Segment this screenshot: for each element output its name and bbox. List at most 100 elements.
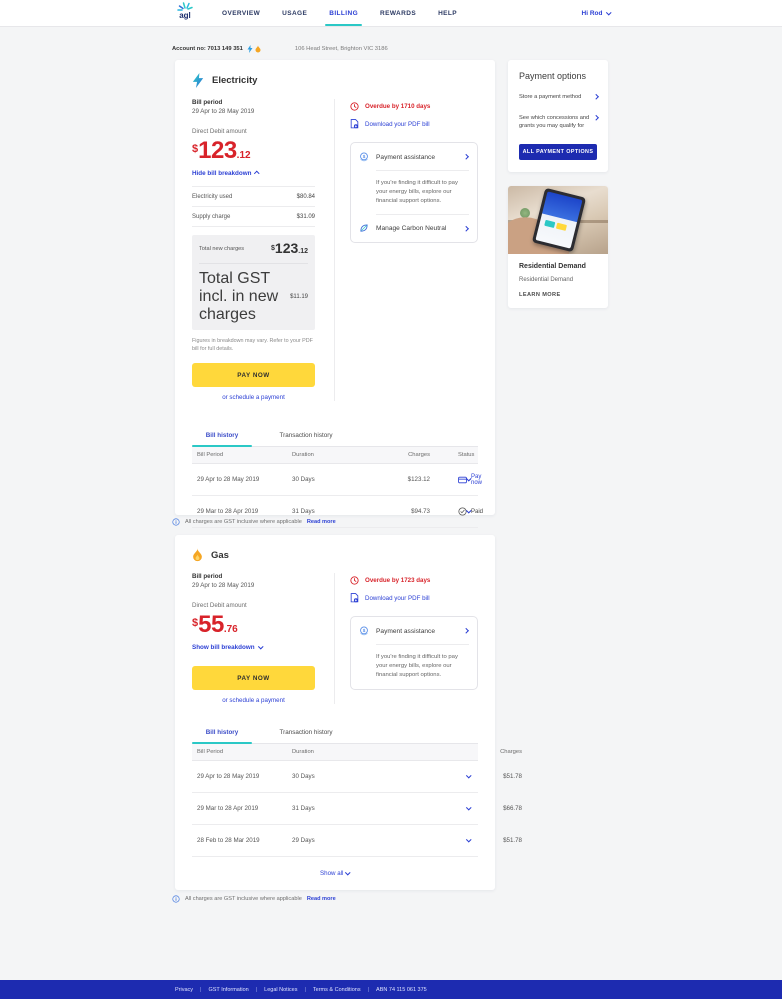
charges-cell: $51.78: [503, 773, 522, 780]
footer-link-terms-conditions[interactable]: Terms & Conditions: [313, 987, 376, 993]
gst-label: Total GST incl. in new charges: [199, 270, 279, 323]
electricity-bill-row[interactable]: 29 Apr to 28 May 2019 30 Days $123.12 Pa…: [192, 464, 482, 497]
toggle-label: Show bill breakdown: [192, 644, 255, 651]
electricity-amount: $123.12: [192, 139, 315, 163]
gas-bill-row[interactable]: 29 Mar to 28 Apr 2019 31 Days $66.78: [192, 793, 522, 825]
top-navigation-bar: agl OVERVIEW USAGE BILLING REWARDS HELP …: [0, 0, 782, 27]
gas-schedule-payment-link[interactable]: or schedule a payment: [222, 697, 285, 704]
chevron-right-icon: [592, 94, 598, 100]
electricity-pay-now-button[interactable]: PAY NOW: [192, 363, 315, 388]
bill-period-label: Bill period: [192, 573, 223, 580]
bill-period-cell: 29 Mar to 28 Apr 2019: [197, 805, 259, 812]
user-menu[interactable]: Hi Rod: [581, 0, 611, 27]
manage-carbon-neutral-row[interactable]: Manage Carbon Neutral: [359, 223, 469, 233]
toggle-label: Hide bill breakdown: [192, 170, 252, 177]
nav-overview[interactable]: OVERVIEW: [222, 10, 261, 17]
download-pdf-link[interactable]: Download your PDF bill: [350, 119, 478, 129]
info-icon: [172, 895, 180, 903]
payment-assistance-row[interactable]: $ Payment assistance: [359, 152, 469, 162]
header-bill-period: Bill Period: [197, 452, 224, 459]
bill-period-cell: 29 Apr to 28 May 2019: [197, 773, 260, 780]
payment-options-card: Payment options Store a payment method S…: [508, 60, 608, 172]
gas-header: Gas: [192, 548, 478, 562]
gas-bill-row[interactable]: 28 Feb to 28 Mar 2019 29 Days $51.78: [192, 825, 522, 857]
gas-history-tabs: Bill history Transaction history: [192, 724, 478, 744]
electricity-summary-column: Bill period 29 Apr to 28 May 2019 Direct…: [192, 99, 315, 401]
bill-period-cell: 29 Mar to 28 Apr 2019: [197, 508, 259, 516]
header-duration: Duration: [292, 749, 314, 755]
download-pdf-link[interactable]: Download your PDF bill: [350, 593, 478, 603]
breakdown-note: Figures in breakdown may vary. Refer to …: [192, 338, 313, 353]
gst-value: $11.19: [290, 294, 308, 300]
footer-link-privacy[interactable]: Privacy: [175, 987, 208, 993]
account-bar: Account no: 7013 149 351 106 Head Street…: [172, 45, 388, 53]
gas-pay-now-button[interactable]: PAY NOW: [192, 666, 315, 690]
amount-currency: $: [192, 143, 199, 155]
tab-bill-history[interactable]: Bill history: [192, 724, 252, 744]
agl-logo[interactable]: agl: [172, 2, 198, 20]
user-menu-label: Hi Rod: [581, 10, 603, 17]
bill-period-cell: 29 Apr to 28 May 2019: [197, 476, 260, 484]
breakdown-row: Supply charge $31.09: [192, 207, 315, 227]
fuel-icons: [247, 45, 261, 53]
electricity-schedule-payment-link[interactable]: or schedule a payment: [222, 394, 285, 402]
chevron-down-icon: [605, 9, 611, 15]
payment-assistance-card: $ Payment assistance If you're finding i…: [350, 616, 478, 691]
footer: Privacy GST Information Legal Notices Te…: [0, 980, 782, 999]
footer-link-legal-notices[interactable]: Legal Notices: [264, 987, 313, 993]
status-pay-now: Pay now: [471, 473, 483, 486]
chevron-up-icon: [254, 171, 260, 176]
breakdown-row: Electricity used $80.84: [192, 186, 315, 207]
store-payment-method-label: Store a payment method: [519, 94, 582, 100]
concessions-grants-link[interactable]: See which concessions and grants you may…: [519, 114, 598, 131]
show-bill-breakdown-toggle[interactable]: Show bill breakdown: [192, 643, 315, 651]
gst-note-text: All charges are GST inclusive where appl…: [185, 519, 302, 525]
promo-subtitle: Residential Demand: [519, 277, 574, 283]
bill-period-value: 29 Apr to 28 May 2019: [192, 108, 255, 115]
overdue-clock-icon: [350, 576, 359, 585]
svg-text:$: $: [363, 628, 366, 633]
store-payment-method-link[interactable]: Store a payment method: [519, 93, 598, 102]
gst-note: All charges are GST inclusive where appl…: [172, 895, 336, 903]
totals-box: Total new charges $123.12 Total GST incl…: [192, 235, 315, 330]
status-paid: Paid: [471, 508, 484, 515]
status-cell: Paid: [458, 507, 483, 516]
duration-cell: 31 Days: [292, 508, 315, 516]
gas-amount: $55.76: [192, 613, 315, 637]
all-payment-options-button[interactable]: ALL PAYMENT OPTIONS: [519, 143, 597, 160]
learn-more-link[interactable]: LEARN MORE: [519, 292, 561, 298]
status-cell[interactable]: Pay now: [458, 474, 482, 486]
footer-link-gst-information[interactable]: GST Information: [208, 987, 264, 993]
nav-rewards[interactable]: REWARDS: [380, 10, 417, 17]
duration-cell: 31 Days: [292, 805, 315, 812]
electricity-bill-row[interactable]: 29 Mar to 28 Apr 2019 31 Days $94.73 Pai…: [192, 496, 483, 529]
nav-help[interactable]: HELP: [438, 10, 458, 17]
download-pdf-label: Download your PDF bill: [365, 120, 430, 128]
payment-assistance-label: Payment assistance: [376, 627, 436, 635]
gst-read-more-link[interactable]: Read more: [306, 896, 336, 902]
tab-transaction-history[interactable]: Transaction history: [279, 729, 333, 736]
footer-abn: ABN 74 115 061 375: [376, 986, 427, 993]
nav-usage[interactable]: USAGE: [282, 10, 308, 17]
payment-assistance-icon: $: [360, 626, 368, 636]
gas-flame-icon: [255, 45, 261, 53]
residential-demand-card: Residential Demand Residential Demand LE…: [508, 186, 608, 308]
duration-cell: 30 Days: [292, 476, 315, 484]
chevron-down-icon: [345, 869, 351, 875]
gas-actions-column: Overdue by 1723 days Download your PDF b…: [334, 573, 478, 704]
gst-read-more-link[interactable]: Read more: [306, 519, 336, 525]
promo-title: Residential Demand: [519, 263, 586, 270]
hide-bill-breakdown-toggle[interactable]: Hide bill breakdown: [192, 170, 315, 177]
header-duration: Duration: [292, 452, 314, 459]
tab-bill-history[interactable]: Bill history: [192, 427, 252, 448]
paid-check-icon: [458, 507, 467, 516]
gas-bill-row[interactable]: 29 Apr to 28 May 2019 30 Days $51.78: [192, 761, 522, 793]
nav-billing[interactable]: BILLING: [325, 0, 362, 27]
gas-show-all-link[interactable]: Show all: [192, 869, 478, 877]
agl-logo-text: agl: [179, 11, 191, 20]
payment-assistance-row[interactable]: $ Payment assistance: [359, 626, 469, 636]
show-all-label: Show all: [320, 870, 344, 877]
tab-transaction-history[interactable]: Transaction history: [279, 432, 333, 440]
charges-cell: $66.78: [503, 805, 522, 812]
gst-note-text: All charges are GST inclusive where appl…: [185, 896, 302, 902]
